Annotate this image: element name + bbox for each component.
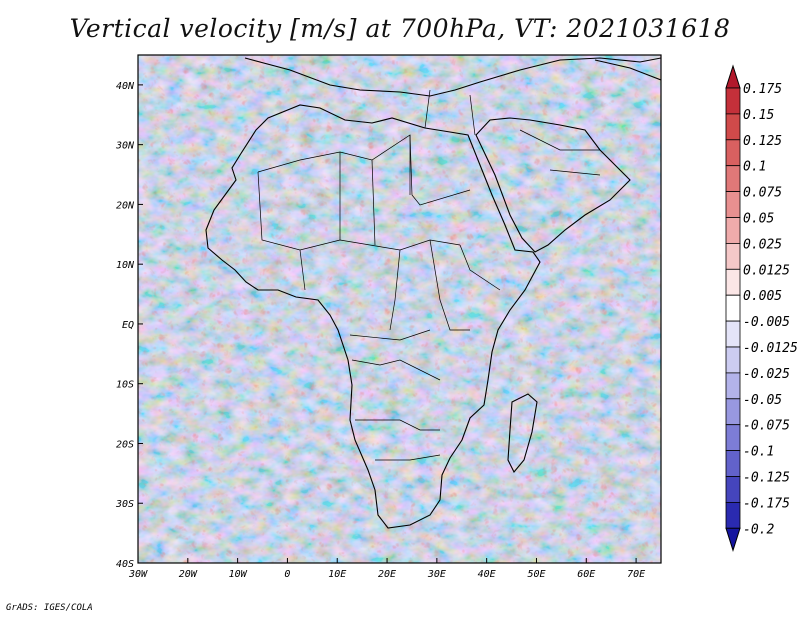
country-borders	[257, 89, 601, 461]
colorbar-label: 0.005	[743, 289, 782, 304]
colorbar-label: -0.05	[743, 393, 782, 408]
software-credit: GrADS: IGES/COLA	[6, 603, 93, 613]
colorbar-label: -0.1	[743, 445, 774, 460]
colorbar-swatch	[725, 294, 741, 322]
colorbar-label: -0.0125	[743, 341, 798, 356]
longitude-axis: 30W 20W 10W 0 10E 20E 30E 40E 50E 60E 70E	[128, 558, 645, 580]
lon-tick-label: 70E	[627, 569, 645, 580]
colorbar-swatch	[725, 450, 741, 477]
colorbar-label: 0.125	[743, 134, 782, 149]
colorbar-swatch	[725, 501, 741, 529]
colorbar: 0.175 0.15 0.125 0.1 0.075 0.05 0.025 0.0125 0.0…	[725, 64, 798, 552]
colorbar-label: 0.0125	[743, 263, 790, 278]
map-title: Vertical velocity [m/s] at 700hPa, VT: 2…	[69, 14, 731, 43]
map-frame	[137, 54, 662, 564]
coastlines	[205, 57, 661, 529]
latitude-axis: 40N 30N 20N 10N EQ 10S 20S 30S 40S	[115, 81, 143, 570]
lon-tick-label: 10W	[229, 569, 248, 580]
colorbar-label: 0.1	[743, 160, 766, 175]
lon-tick-label: 40E	[478, 569, 496, 580]
colorbar-label: -0.025	[743, 367, 790, 382]
colorbar-swatch	[725, 242, 741, 270]
colorbar-swatch	[725, 372, 741, 400]
lat-tick-label: 10S	[116, 380, 134, 391]
colorbar-label: -0.175	[743, 496, 790, 511]
colorbar-label: 0.05	[743, 212, 774, 227]
lat-tick-label: 40S	[116, 559, 134, 570]
lat-tick-label: EQ	[122, 320, 134, 331]
colorbar-swatch	[725, 424, 741, 452]
lat-tick-label: 30N	[115, 141, 135, 152]
lat-tick-label: 10N	[116, 260, 135, 271]
colorbar-swatch	[725, 268, 741, 296]
colorbar-swatch	[725, 320, 741, 348]
colorbar-label: -0.125	[743, 471, 790, 486]
colorbar-swatch	[725, 346, 741, 374]
colorbar-swatch	[725, 191, 741, 218]
lat-tick-label: 20S	[116, 439, 134, 450]
colorbar-swatch	[725, 217, 741, 244]
lon-tick-label: 60E	[577, 569, 595, 580]
lon-tick-label: 30W	[128, 569, 148, 580]
colorbar-label: 0.15	[743, 108, 774, 123]
lon-tick-label: 0	[284, 569, 290, 580]
lon-tick-label: 10E	[328, 569, 346, 580]
lat-tick-label: 30S	[115, 499, 134, 510]
colorbar-bottom-arrow	[725, 527, 741, 552]
colorbar-swatch	[725, 476, 741, 503]
lon-tick-label: 30E	[427, 569, 446, 580]
colorbar-swatch	[725, 139, 741, 167]
colorbar-label: -0.005	[743, 315, 790, 330]
lon-tick-label: 20W	[179, 569, 198, 580]
vertical-velocity-field	[138, 55, 661, 563]
lon-tick-label: 20E	[378, 569, 396, 580]
colorbar-top-arrow	[725, 64, 741, 89]
colorbar-swatch	[725, 165, 741, 192]
colorbar-label: 0.075	[743, 186, 782, 201]
colorbar-label: -0.075	[743, 419, 790, 434]
lat-tick-label: 40N	[116, 81, 135, 92]
colorbar-swatch	[725, 87, 741, 115]
colorbar-label: 0.175	[743, 82, 782, 97]
lat-tick-label: 20N	[116, 200, 135, 211]
colorbar-label: 0.025	[743, 237, 782, 252]
lon-tick-label: 50E	[527, 569, 545, 580]
colorbar-swatch	[725, 398, 741, 426]
colorbar-swatch	[725, 113, 741, 141]
colorbar-label: -0.2	[743, 522, 774, 537]
